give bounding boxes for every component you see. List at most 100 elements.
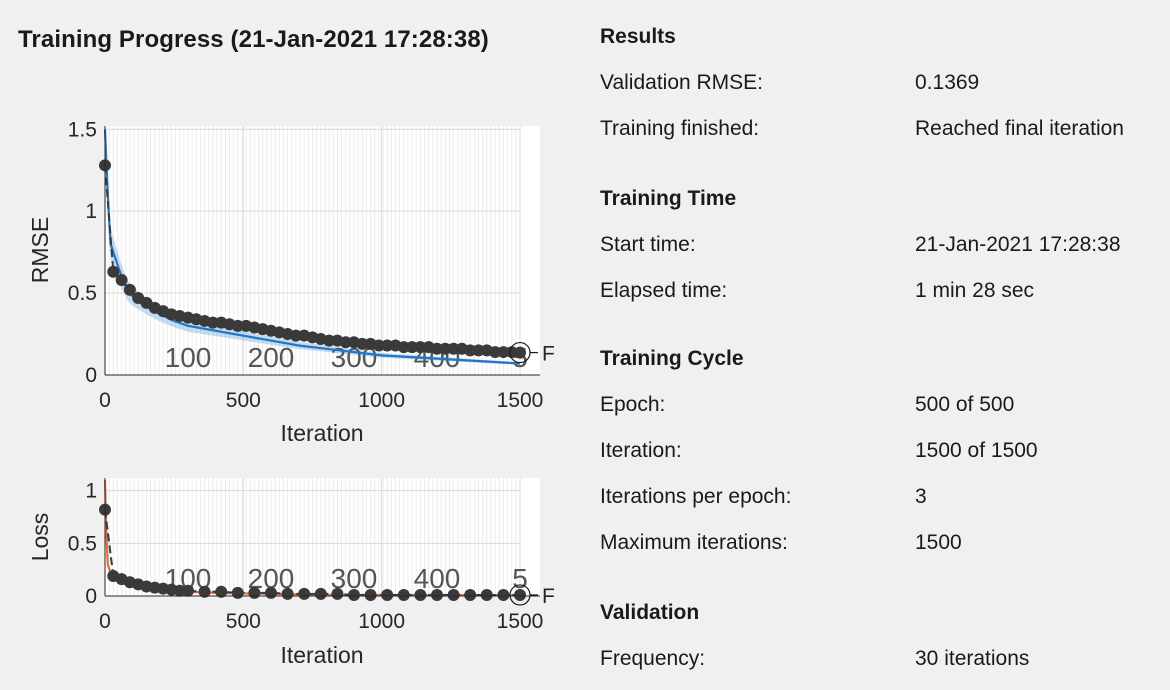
loss-validation-point [480,588,493,601]
loss-x-tick-label: 1000 [358,610,405,633]
rmse-x-tick-label: 1000 [358,389,405,412]
elapsed-time-value: 1 min 28 sec [915,279,1035,302]
loss-x-tick-label: 500 [226,610,261,633]
loss-validation-point [397,588,410,601]
loss-tick-labels: 0 0.5 1 0 500 1000 1500 [68,480,544,633]
rmse-validation-point [489,346,502,359]
maximum-iterations-label: Maximum iterations: [600,531,788,554]
loss-validation-point [298,587,311,600]
epoch-label: Epoch: [600,393,666,416]
loss-validation-point [265,586,277,599]
rmse-training-line [103,129,521,365]
loss-y-tick-label: 0.5 [68,532,97,555]
rmse-y-tick-label: 0 [85,364,97,387]
rmse-validation-point [431,342,443,355]
iteration-value: 1500 of 1500 [915,439,1038,462]
rmse-y-tick-label: 0.5 [68,282,97,305]
loss-validation-point [447,588,460,601]
rmse-validation-point [323,334,336,347]
iterations-per-epoch-label: Iterations per epoch: [600,485,792,508]
loss-validation-point [431,588,443,601]
loss-plot-area [105,478,540,596]
rmse-validation-point [447,342,460,355]
loss-epoch-label: 400 [414,563,461,594]
rmse-validation-point [115,273,128,286]
rmse-validation-point [397,341,410,354]
loss-validation-point [331,587,344,600]
training-finished-value: Reached final iteration [915,117,1124,140]
loss-y-label: Loss [27,513,53,562]
frequency-label: Frequency: [600,647,706,670]
rmse-tick-labels: 0 0.5 1 1.5 0 500 1000 1500 [68,118,544,412]
loss-x-tick-label: 1500 [497,610,544,633]
loss-validation-point [173,584,186,597]
iterations-per-epoch-value: 3 [915,485,927,508]
rmse-y-label: RMSE [27,217,53,283]
frequency-value: 30 iterations [915,647,1030,670]
loss-validation-point [464,588,477,601]
rmse-x-label: Iteration [280,420,363,446]
loss-validation-point [314,587,327,600]
loss-validation-point [514,588,526,601]
loss-y-tick-label: 1 [85,480,97,503]
rmse-validation-point [472,344,485,357]
loss-y-tick-label: 0 [85,585,97,608]
rmse-validation-point [356,337,369,350]
elapsed-time-label: Elapsed time: [600,279,728,302]
start-time-label: Start time: [600,233,696,256]
rmse-x-tick-label: 500 [226,389,261,412]
loss-validation-point [182,584,194,597]
rmse-validation-point [123,283,136,296]
loss-validation-point [497,588,510,601]
rmse-series: F [99,126,555,366]
rmse-x-tick-label: 1500 [497,389,544,412]
validation-rmse-label: Validation RMSE: [600,71,764,94]
loss-final-label: F [542,585,555,608]
rmse-validation-point [414,341,427,354]
loss-plot: 100 200 300 400 5 F 00.510 500 1000 1500 Iterat… [27,478,555,668]
rmse-y-tick-label: 1 [85,200,97,223]
rmse-validation-point [406,341,419,354]
rmse-validation-point [231,319,244,332]
training-cycle-section-title: Training Cycle [600,347,744,370]
rmse-validation-point [289,329,302,342]
validation-rmse-value: 0.1369 [915,71,980,94]
loss-validation-point [231,586,244,599]
rmse-validation-point [107,265,120,278]
rmse-validation-point [381,339,394,352]
results-panel: Results Validation RMSE: 0.1369 Training… [600,0,1165,690]
loss-series: F [99,478,555,608]
validation-section-title: Validation [600,601,700,624]
training-time-section-title: Training Time [600,187,737,210]
rmse-epoch-label: 200 [248,342,295,373]
loss-validation-point [364,588,377,601]
rmse-validation-point [514,346,526,359]
results-section-title: Results [600,25,676,48]
loss-validation-point [215,585,228,598]
loss-validation-point [348,588,360,601]
loss-x-tick-label: 0 [99,610,111,633]
rmse-final-label: F [542,343,555,366]
rmse-validation-point [372,339,385,352]
iteration-label: Iteration: [600,439,682,462]
training-finished-label: Training finished: [600,117,760,140]
loss-validation-point [414,588,427,601]
loss-validation-point [381,588,394,601]
loss-x-label: Iteration [280,642,363,668]
loss-validation-point [281,587,294,600]
rmse-epoch-label: 100 [165,342,212,373]
loss-validation-point [198,585,211,598]
maximum-iterations-value: 1500 [915,531,962,554]
rmse-y-tick-label: 1.5 [68,118,97,141]
rmse-x-tick-label: 0 [99,389,111,412]
rmse-validation-point [439,342,452,355]
rmse-validation-point [206,316,219,329]
page-title: Training Progress (21-Jan-2021 17:28:38) [18,26,489,53]
start-time-value: 21-Jan-2021 17:28:38 [915,233,1121,256]
rmse-validation-point [497,346,510,359]
loss-validation-point [248,586,261,599]
epoch-value: 500 of 500 [915,393,1015,416]
rmse-validation-point [464,344,477,357]
